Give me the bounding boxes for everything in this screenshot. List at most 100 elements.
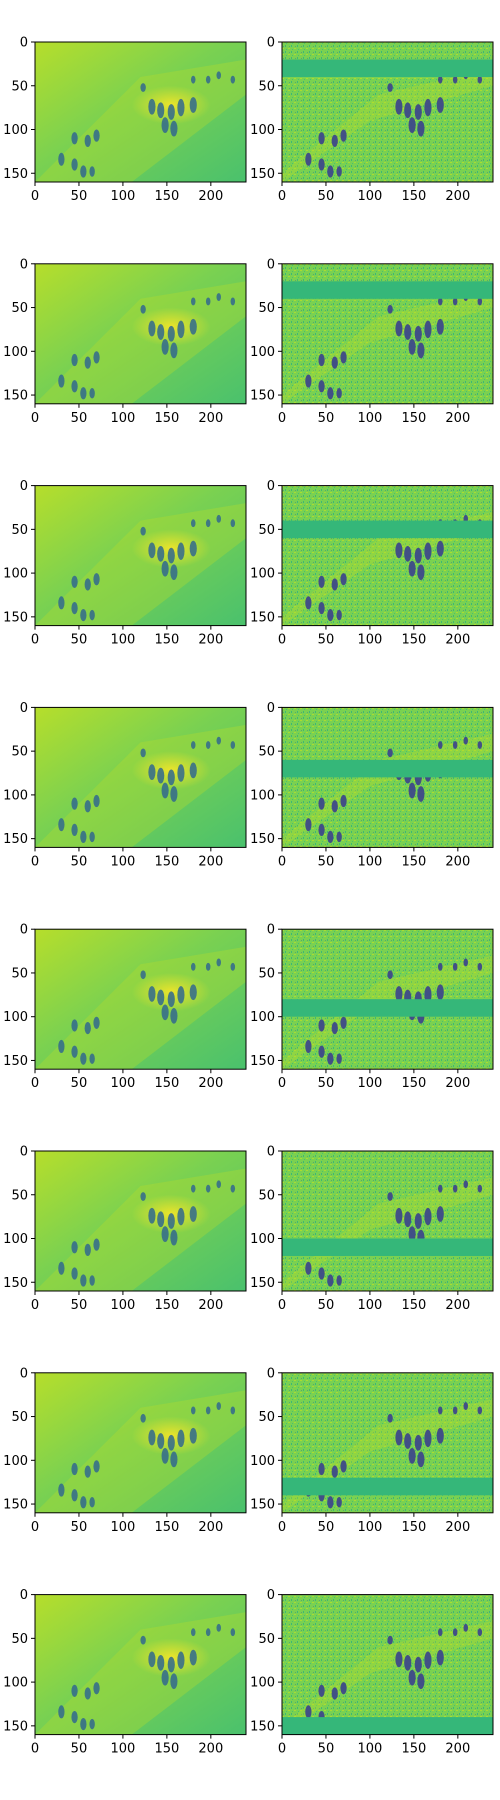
y-tick-label: 50 <box>258 301 275 316</box>
figure-blob <box>395 98 403 115</box>
panel-r5-c2: 0 50 100 150 200 0 50 100 150 <box>250 923 494 1091</box>
figure-blob <box>190 1184 196 1193</box>
figure-blob <box>463 736 469 745</box>
y-tick-label: 150 <box>250 389 275 404</box>
figure-blob <box>318 158 325 171</box>
figure-blob <box>452 1406 458 1415</box>
figure-blob <box>71 1684 78 1697</box>
figure-blob <box>157 989 165 1006</box>
figure-blob <box>452 297 458 306</box>
figure-blob <box>424 1429 432 1448</box>
y-tick-label: 0 <box>267 479 275 494</box>
figure-blob <box>216 1402 222 1410</box>
figure-blob <box>408 1226 416 1242</box>
figure-blob <box>177 1207 185 1226</box>
figure-blob <box>414 325 422 342</box>
figure-blob <box>230 962 236 971</box>
figure-blob <box>189 97 197 113</box>
y-tick-label: 0 <box>20 36 28 51</box>
x-tick-label: 50 <box>71 1520 88 1535</box>
figure-blob <box>417 342 425 359</box>
x-tick-label: 0 <box>31 1298 39 1313</box>
figure-blob <box>93 351 100 364</box>
figure-blob <box>190 741 196 749</box>
figure-blob <box>93 1682 100 1695</box>
figure-blob <box>177 764 185 782</box>
figure-blob <box>167 104 175 120</box>
figure-blob <box>161 1669 169 1686</box>
figure-blob <box>84 356 91 369</box>
figure-blob <box>93 794 100 808</box>
figure-blob <box>170 786 178 802</box>
figure-blob <box>80 830 87 844</box>
figure-blob <box>463 1180 469 1189</box>
figure-blob <box>336 609 342 621</box>
figure-blob <box>71 158 78 171</box>
y-tick-label: 150 <box>250 610 275 625</box>
panel-r7-c2: 0 50 100 150 200 0 50 100 150 <box>250 1366 494 1535</box>
figure-blob <box>414 547 422 564</box>
figure-blob <box>305 1039 312 1054</box>
y-tick-label: 150 <box>3 832 28 847</box>
figure-blob <box>58 1483 65 1497</box>
masked-band <box>282 1238 493 1256</box>
panel-r2-c1: 0 50 100 150 200 0 50 100 150 <box>3 257 247 426</box>
x-tick-label: 150 <box>401 1742 426 1757</box>
y-tick-label: 150 <box>3 1276 28 1291</box>
y-tick-label: 0 <box>20 923 28 938</box>
figure-blob <box>395 542 403 559</box>
figure-blob <box>84 578 91 591</box>
x-tick-label: 150 <box>401 854 426 869</box>
panel-r8-c1: 0 50 100 150 200 0 50 100 150 <box>3 1588 247 1757</box>
figure-blob <box>408 117 416 133</box>
figure-blob <box>58 1261 65 1275</box>
figure-blob <box>318 1045 325 1058</box>
x-tick-label: 50 <box>71 633 88 648</box>
x-tick-label: 100 <box>111 189 136 204</box>
y-tick-label: 100 <box>250 123 275 138</box>
figure-blob <box>148 1651 156 1668</box>
figure-blob <box>387 1192 393 1201</box>
x-tick-label: 0 <box>278 411 286 426</box>
y-tick-label: 100 <box>250 788 275 803</box>
figure-blob <box>84 1243 91 1256</box>
y-tick-label: 100 <box>3 1676 28 1691</box>
figure-blob <box>93 573 100 586</box>
y-tick-label: 150 <box>3 610 28 625</box>
figure-blob <box>190 962 196 971</box>
figure-blob <box>89 1497 95 1508</box>
figure-blob <box>395 320 403 337</box>
x-tick-label: 0 <box>31 854 39 869</box>
figure-blob <box>436 318 444 335</box>
x-tick-label: 200 <box>445 189 470 204</box>
figure-blob <box>205 741 211 749</box>
figure-blob <box>170 120 178 137</box>
y-tick-label: 50 <box>258 79 275 94</box>
figure-blob <box>327 1496 334 1509</box>
x-tick-label: 100 <box>111 633 136 648</box>
figure-blob <box>230 75 236 84</box>
panel-r1-c1: 0 50 100 150 200 0 50 100 150 <box>3 36 247 204</box>
figure-blob <box>71 1462 78 1476</box>
figure-blob <box>216 1623 222 1632</box>
x-tick-label: 0 <box>31 1742 39 1757</box>
figure-blob <box>80 608 87 622</box>
figure-blob <box>157 545 165 562</box>
y-tick-label: 0 <box>20 701 28 716</box>
axes-frame <box>34 41 247 183</box>
figure-blob <box>395 1651 403 1668</box>
figure-blob <box>190 297 196 306</box>
heatmap-background <box>282 929 493 1070</box>
figure-blob <box>436 1427 444 1444</box>
figure-blob <box>170 342 178 359</box>
figure-blob <box>157 1654 165 1671</box>
axes-frame <box>34 928 247 1070</box>
x-tick-label: 100 <box>358 1742 383 1757</box>
y-tick-label: 50 <box>258 1632 275 1647</box>
figure-blob <box>408 560 416 577</box>
y-tick-label: 100 <box>3 1454 28 1469</box>
figure-blob <box>205 1184 211 1193</box>
figure-blob <box>417 120 425 137</box>
figure-blob <box>140 526 146 536</box>
